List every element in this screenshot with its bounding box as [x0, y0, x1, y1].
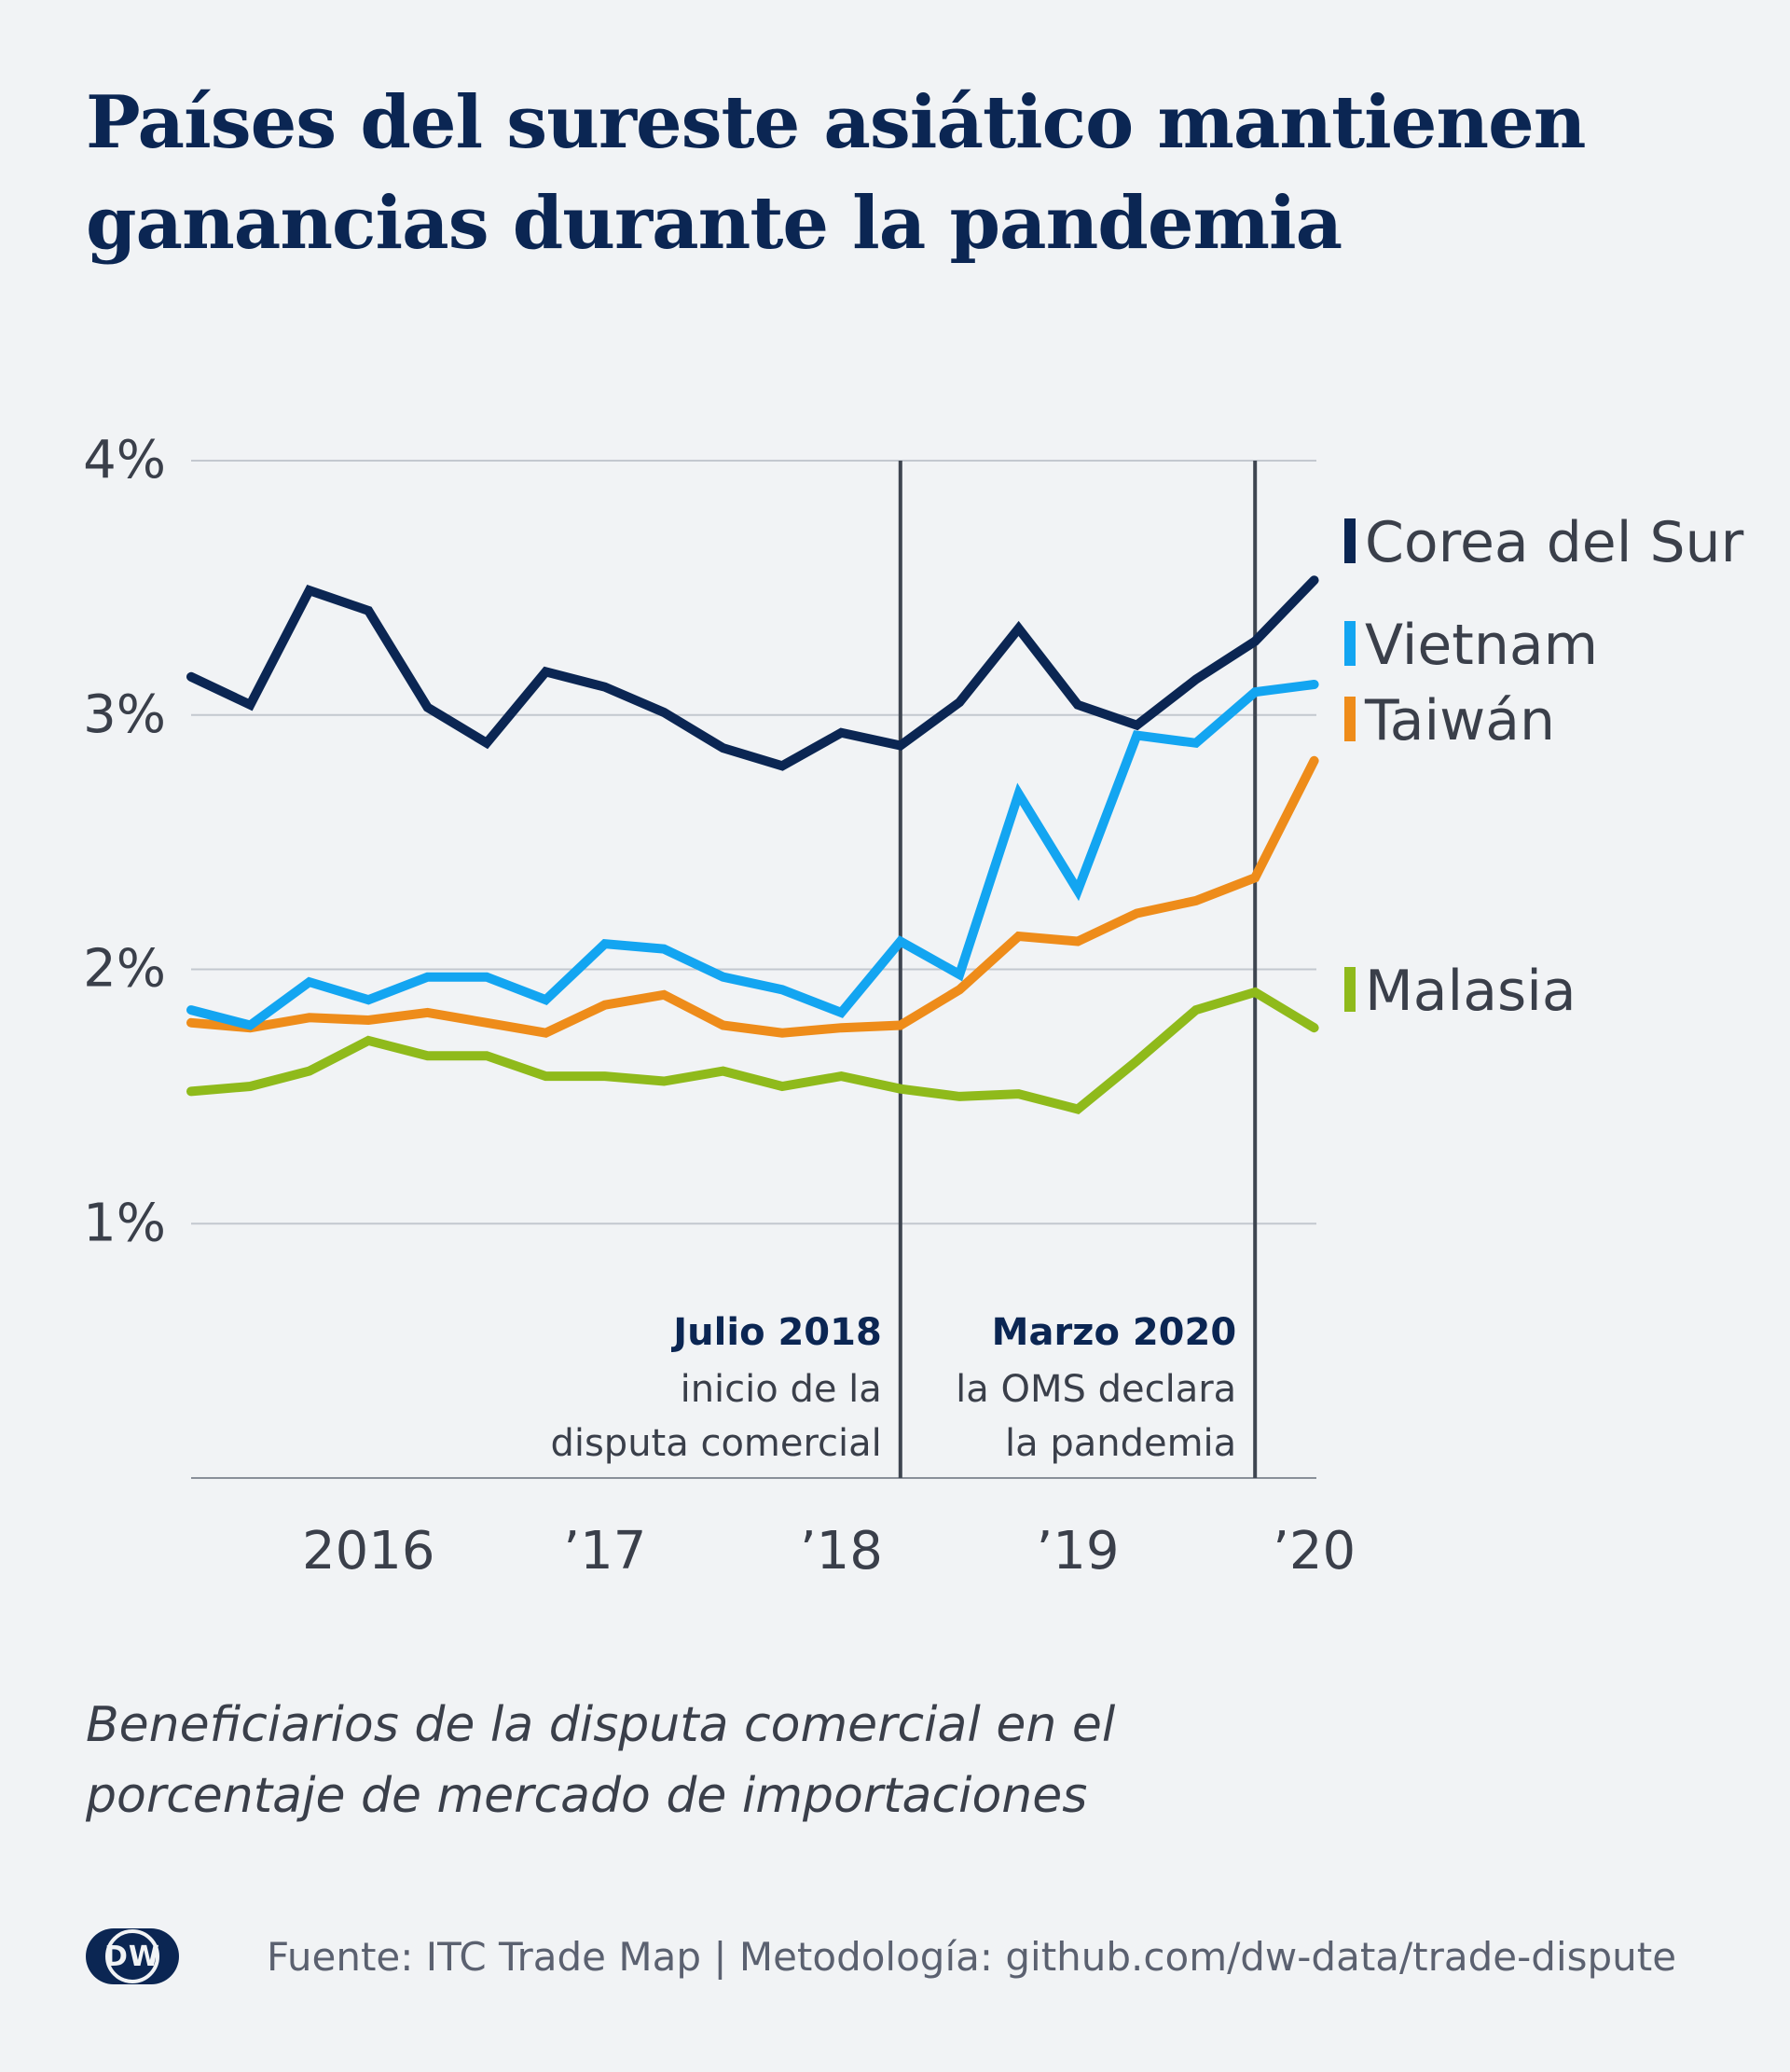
- legend-label-corea-del-sur: Corea del Sur: [1365, 510, 1744, 575]
- annotation-text: la pandemia: [1005, 1422, 1236, 1465]
- annotation-text: inicio de la: [681, 1368, 882, 1411]
- line-chart: 4% 3% 2% 1% 2016 ’17 ’18 ’19 ’20 Julio 2018 inicio…: [83, 430, 1744, 1582]
- legend-label-vietnam: Vietnam: [1365, 613, 1598, 678]
- x-tick-label: 2016: [302, 1521, 435, 1582]
- legend-swatch-malasia: [1344, 967, 1356, 1012]
- legend-swatch-corea-del-sur: [1344, 518, 1356, 563]
- dw-logo-ring: [105, 1929, 159, 1983]
- series-line-malasia: [186, 987, 1319, 1114]
- chart-subtitle-line-2: porcentaje de mercado de importaciones: [86, 1768, 1088, 1824]
- y-tick-label: 1%: [83, 1193, 166, 1253]
- legend-label-malasia: Malasia: [1365, 959, 1577, 1024]
- y-tick-label: 3%: [83, 684, 166, 745]
- legend-swatch-taiwan: [1344, 697, 1356, 741]
- chart-subtitle-line-1: Beneficiarios de la disputa comercial en…: [86, 1697, 1116, 1753]
- annotation-text: la OMS declara: [956, 1368, 1236, 1411]
- chart-title-line-1: Países del sureste asiático mantienen: [86, 80, 1586, 165]
- x-tick-label: ’17: [563, 1521, 646, 1582]
- footer: DW Fuente: ITC Trade Map | Metodología: …: [86, 1919, 1676, 1994]
- legend-label-taiwan: Taiwán: [1364, 688, 1555, 753]
- annotation-text: disputa comercial: [550, 1422, 881, 1465]
- x-tick-label: ’20: [1273, 1521, 1356, 1582]
- series-line-vietnam: [186, 680, 1319, 1030]
- dw-logo: DW: [86, 1928, 179, 1984]
- legend-swatch-vietnam: [1344, 621, 1356, 666]
- annotation-title: Julio 2018: [670, 1311, 882, 1354]
- annotation-title: Marzo 2020: [992, 1311, 1237, 1354]
- y-tick-label: 2%: [83, 939, 166, 1000]
- y-tick-label: 4%: [83, 430, 166, 490]
- chart-title: Países del sureste asiático mantienen ga…: [86, 73, 1745, 274]
- source-text: Fuente: ITC Trade Map | Metodología: git…: [267, 1933, 1677, 1980]
- chart-title-line-2: ganancias durante la pandemia: [86, 181, 1342, 266]
- x-tick-label: ’19: [1036, 1521, 1119, 1582]
- series-line-taiwan: [186, 755, 1319, 1038]
- chart-subtitle: Beneficiarios de la disputa comercial en…: [86, 1690, 1671, 1831]
- series-line-corea-del-sur: [186, 575, 1319, 771]
- x-tick-label: ’18: [800, 1521, 883, 1582]
